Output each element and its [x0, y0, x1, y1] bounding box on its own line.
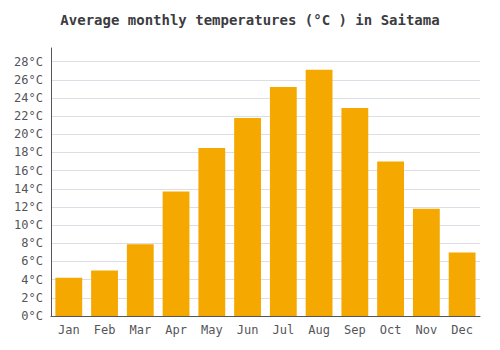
- svg-text:26°C: 26°C: [14, 73, 43, 87]
- svg-text:4°C: 4°C: [21, 273, 43, 287]
- svg-text:16°C: 16°C: [14, 164, 43, 178]
- svg-text:Jul: Jul: [272, 323, 294, 337]
- svg-text:Dec: Dec: [451, 323, 473, 337]
- svg-text:Mar: Mar: [129, 323, 151, 337]
- svg-text:14°C: 14°C: [14, 182, 43, 196]
- svg-text:0°C: 0°C: [21, 309, 43, 323]
- svg-text:Average monthly temperatures (: Average monthly temperatures (°C ) in Sa…: [60, 12, 439, 28]
- svg-text:Sep: Sep: [344, 323, 366, 337]
- svg-text:12°C: 12°C: [14, 200, 43, 214]
- svg-text:Jun: Jun: [237, 323, 259, 337]
- svg-text:Nov: Nov: [416, 323, 438, 337]
- svg-text:28°C: 28°C: [14, 55, 43, 69]
- svg-text:24°C: 24°C: [14, 91, 43, 105]
- svg-text:Feb: Feb: [94, 323, 116, 337]
- svg-text:Oct: Oct: [380, 323, 402, 337]
- svg-text:18°C: 18°C: [14, 145, 43, 159]
- svg-text:6°C: 6°C: [21, 254, 43, 268]
- svg-text:20°C: 20°C: [14, 127, 43, 141]
- svg-text:2°C: 2°C: [21, 291, 43, 305]
- svg-text:8°C: 8°C: [21, 236, 43, 250]
- svg-text:Aug: Aug: [308, 323, 330, 337]
- svg-text:22°C: 22°C: [14, 109, 43, 123]
- svg-text:Apr: Apr: [165, 323, 187, 337]
- svg-text:May: May: [201, 323, 223, 337]
- svg-text:Jan: Jan: [58, 323, 80, 337]
- svg-text:10°C: 10°C: [14, 218, 43, 232]
